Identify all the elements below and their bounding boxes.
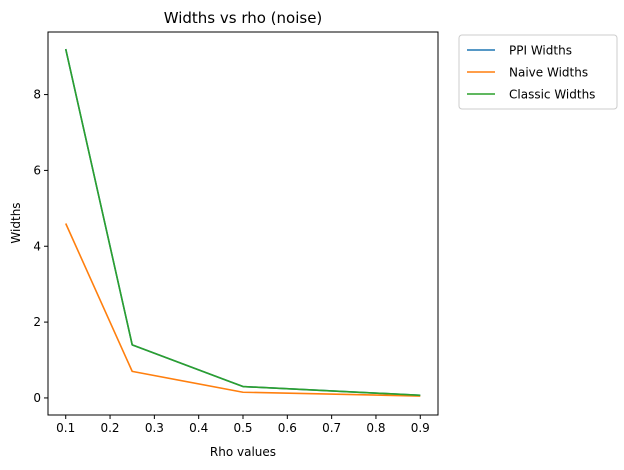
y-tick-label: 2 bbox=[33, 315, 41, 329]
y-tick-label: 8 bbox=[33, 88, 41, 102]
y-tick-label: 6 bbox=[33, 163, 41, 177]
tick-layer: 0.1 0.2 0.3 0.4 0.5 0.6 0.7 0.8 0.9 0 2 4 6 8 bbox=[33, 88, 429, 435]
x-tick-label: 0.3 bbox=[145, 421, 164, 435]
x-tick-label: 0.9 bbox=[411, 421, 430, 435]
legend: PPI Widths Naive Widths Classic Widths bbox=[458, 34, 618, 110]
legend-label-naive-widths: Naive Widths bbox=[509, 66, 588, 80]
x-tick-label: 0.2 bbox=[100, 421, 119, 435]
x-axis-label: Rho values bbox=[210, 445, 276, 459]
x-tick-label: 0.7 bbox=[322, 421, 341, 435]
series-line-classic-widths bbox=[64, 48, 421, 397]
legend-label-classic-widths: Classic Widths bbox=[509, 88, 595, 102]
y-tick-label: 4 bbox=[33, 239, 41, 253]
series-line-naive-widths bbox=[65, 223, 421, 397]
x-tick-label: 0.1 bbox=[56, 421, 75, 435]
x-tick-label: 0.8 bbox=[366, 421, 385, 435]
series-layer bbox=[64, 48, 421, 397]
x-tick-label: 0.6 bbox=[278, 421, 297, 435]
legend-label-ppi-widths: PPI Widths bbox=[509, 44, 572, 58]
x-tick-label: 0.4 bbox=[189, 421, 208, 435]
legend-box bbox=[458, 34, 618, 110]
y-axis-label: Widths bbox=[9, 202, 23, 243]
chart-title: Widths vs rho (noise) bbox=[164, 9, 323, 27]
x-tick-label: 0.5 bbox=[233, 421, 252, 435]
y-tick-label: 0 bbox=[33, 391, 41, 405]
